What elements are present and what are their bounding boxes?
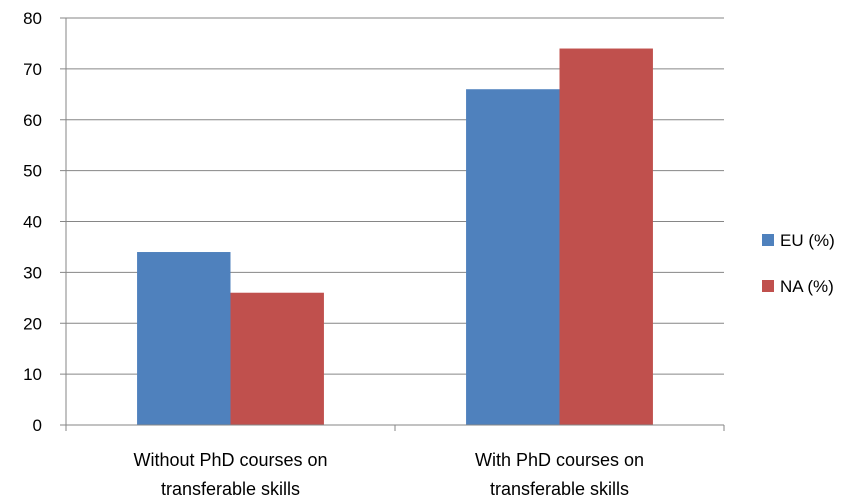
legend: EU (%) NA (%) xyxy=(762,231,835,296)
y-tick-label: 60 xyxy=(23,111,42,130)
y-tick-label: 10 xyxy=(23,365,42,384)
y-tick-label: 50 xyxy=(23,162,42,181)
x-category-label-line: transferable skills xyxy=(161,479,300,499)
legend-swatch-eu xyxy=(762,234,774,246)
y-tick-label: 80 xyxy=(23,9,42,28)
bar-eu-cat-1 xyxy=(466,89,560,425)
bar-na-cat-1 xyxy=(559,48,653,426)
legend-label-eu: EU (%) xyxy=(780,231,835,250)
x-category-label: Without PhD courses on transferable skill… xyxy=(133,450,327,499)
bar-eu-cat-0 xyxy=(137,252,231,425)
tick-labels: 0 10 20 30 40 50 60 70 80 Without PhD courses on t… xyxy=(23,9,644,499)
axes xyxy=(60,17,725,431)
bars xyxy=(137,48,653,426)
legend-label-na: NA (%) xyxy=(780,277,834,296)
bar-na-cat-0 xyxy=(230,292,324,425)
y-tick-label: 70 xyxy=(23,60,42,79)
x-category-label-line: transferable skills xyxy=(490,479,629,499)
x-category-label-line: With PhD courses on xyxy=(475,450,644,470)
y-tick-label: 40 xyxy=(23,213,42,232)
x-category-label: With PhD courses on transferable skills xyxy=(475,450,644,499)
x-category-label-line: Without PhD courses on xyxy=(133,450,327,470)
y-tick-label: 20 xyxy=(23,314,42,333)
y-tick-label: 30 xyxy=(23,263,42,282)
legend-swatch-na xyxy=(762,280,774,292)
y-tick-label: 0 xyxy=(33,416,42,435)
